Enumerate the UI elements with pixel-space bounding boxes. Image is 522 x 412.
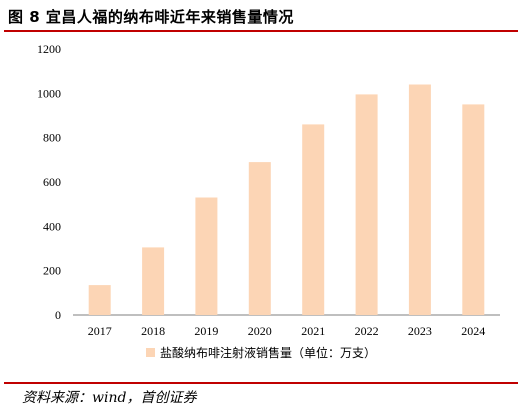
- top-divider: [4, 30, 518, 32]
- bars: [88, 84, 485, 316]
- x-tick-label: 2021: [301, 324, 325, 338]
- legend-swatch: [146, 348, 155, 357]
- y-axis: 0 200 400 600 800 1000 1200: [37, 42, 61, 322]
- y-tick-label: 1000: [37, 86, 61, 100]
- x-tick-label: 2018: [141, 324, 165, 338]
- x-tick-label: 2023: [408, 324, 432, 338]
- x-tick-label: 2020: [248, 324, 272, 338]
- x-tick-label: 2017: [88, 324, 112, 338]
- y-tick-label: 0: [55, 308, 61, 322]
- chart-title: 图 8 宜昌人福的纳布啡近年来销售量情况: [8, 8, 294, 26]
- x-axis: 2017 2018 2019 2020 2021 2022 2023 2024: [88, 324, 486, 338]
- bar-2022: [355, 94, 378, 316]
- y-tick-label: 800: [43, 131, 61, 145]
- bar-2018: [142, 247, 165, 315]
- x-tick-label: 2024: [461, 324, 485, 338]
- y-tick-label: 1200: [37, 42, 61, 56]
- y-tick-label: 200: [43, 264, 61, 278]
- y-tick-label: 600: [43, 175, 61, 189]
- bottom-divider: [4, 382, 518, 384]
- x-tick-label: 2022: [355, 324, 379, 338]
- bar-2023: [408, 84, 431, 315]
- bar-2024: [462, 104, 485, 316]
- legend: 盐酸纳布啡注射液销售量（单位：万支）: [146, 345, 376, 360]
- bar-2021: [302, 124, 325, 316]
- source-note: 资料来源：wind，首创证券: [22, 390, 197, 406]
- legend-label: 盐酸纳布啡注射液销售量（单位：万支）: [160, 345, 376, 360]
- bar-2017: [88, 285, 111, 315]
- bar-2019: [195, 197, 218, 315]
- bar-2020: [248, 162, 271, 315]
- x-tick-label: 2019: [194, 324, 218, 338]
- y-tick-label: 400: [43, 219, 61, 233]
